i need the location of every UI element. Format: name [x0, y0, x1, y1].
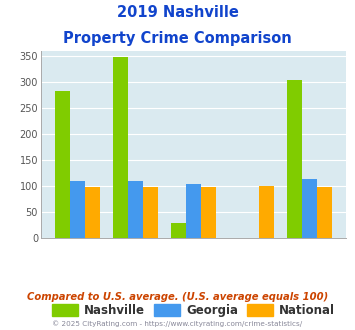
Bar [85, 187, 100, 238]
Text: © 2025 CityRating.com - https://www.cityrating.com/crime-statistics/: © 2025 CityRating.com - https://www.city… [53, 321, 302, 327]
Bar [186, 184, 201, 238]
Bar [201, 187, 216, 238]
Bar [287, 80, 302, 238]
Bar [171, 223, 186, 238]
Bar [70, 181, 85, 238]
Bar [302, 179, 317, 238]
Bar [128, 181, 143, 238]
Text: Property Crime Comparison: Property Crime Comparison [63, 31, 292, 46]
Bar [259, 186, 274, 238]
Text: Compared to U.S. average. (U.S. average equals 100): Compared to U.S. average. (U.S. average … [27, 292, 328, 302]
Bar [143, 187, 158, 238]
Legend: Nashville, Georgia, National: Nashville, Georgia, National [47, 299, 340, 322]
Bar [55, 91, 70, 238]
Bar [113, 57, 128, 238]
Text: 2019 Nashville: 2019 Nashville [116, 5, 239, 20]
Bar [317, 187, 332, 238]
